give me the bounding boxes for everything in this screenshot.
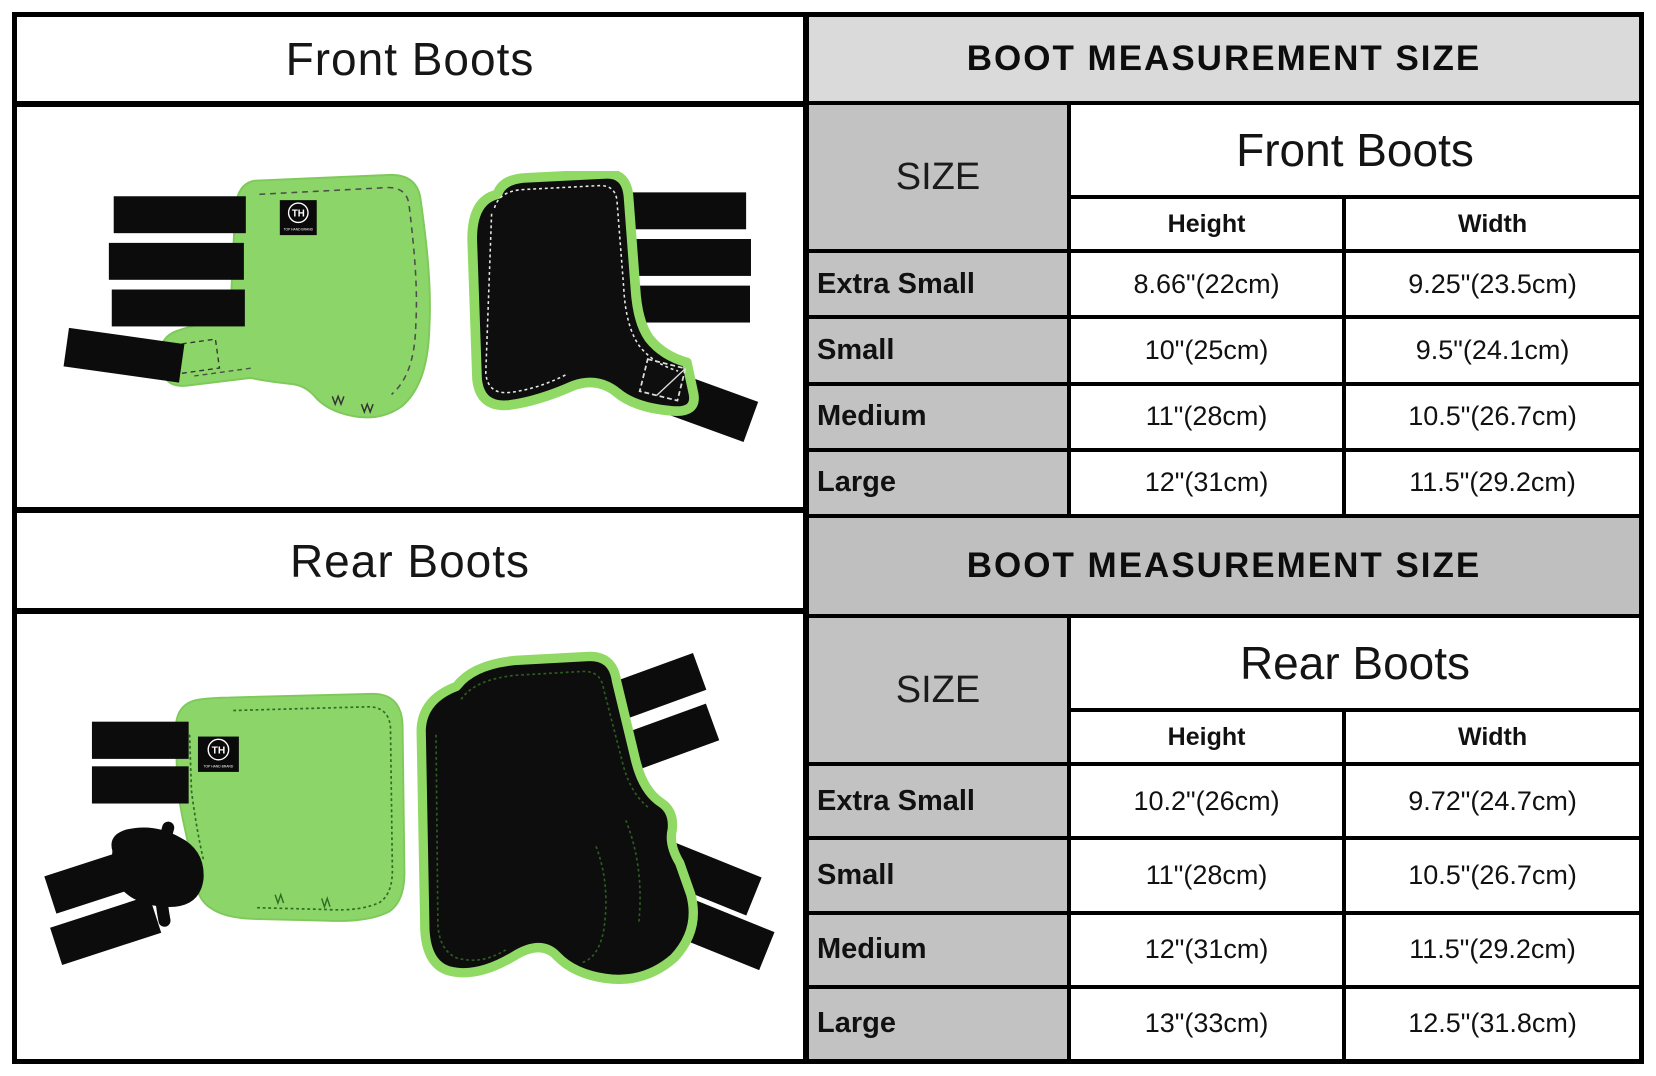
front-boots-size-table: BOOT MEASUREMENT SIZE SIZE Front Boots H… bbox=[809, 17, 1639, 514]
row-label: Large bbox=[809, 988, 1067, 1059]
rear-boots-illustration: TH TOP HAND BRAND bbox=[17, 614, 803, 1059]
row-label: Extra Small bbox=[809, 253, 1067, 316]
logo-circle bbox=[287, 202, 309, 224]
brand-logo: TH TOP HAND BRAND bbox=[197, 736, 239, 772]
rear-boot-inside bbox=[416, 651, 775, 984]
strap bbox=[624, 239, 751, 276]
group-header: Front Boots bbox=[1071, 105, 1639, 195]
strap bbox=[91, 721, 189, 759]
logo-text: TH bbox=[292, 209, 305, 220]
height-value: 11"(28cm) bbox=[1071, 385, 1343, 448]
row-label: Small bbox=[809, 840, 1067, 911]
black-boot-body bbox=[416, 651, 698, 984]
width-value: 10.5"(26.7cm) bbox=[1346, 840, 1639, 911]
width-value: 11.5"(29.2cm) bbox=[1346, 451, 1639, 514]
strap bbox=[111, 289, 245, 327]
width-value: 12.5"(31.8cm) bbox=[1346, 988, 1639, 1059]
logo-circle bbox=[207, 738, 230, 761]
green-boot-body bbox=[174, 692, 406, 922]
table-header: BOOT MEASUREMENT SIZE bbox=[809, 17, 1639, 101]
zigzag-stitch-line bbox=[460, 670, 649, 808]
zigzag-stitch-line bbox=[188, 734, 205, 860]
zigzag-stitch bbox=[360, 402, 374, 414]
logo-square bbox=[197, 736, 239, 772]
patch-diagonal bbox=[656, 368, 686, 396]
rear-boots-pair-image: TH TOP HAND BRAND bbox=[44, 651, 775, 984]
height-value: 11"(28cm) bbox=[1071, 840, 1343, 911]
width-value: 9.5"(24.1cm) bbox=[1346, 319, 1639, 382]
zigzag-stitch-line bbox=[233, 705, 394, 911]
height-value: 10"(25cm) bbox=[1071, 319, 1343, 382]
long-strap bbox=[44, 844, 152, 914]
logo-subtext: TOP HAND BRAND bbox=[204, 764, 234, 768]
zigzag-stitch bbox=[320, 895, 331, 909]
width-value: 11.5"(29.2cm) bbox=[1346, 914, 1639, 985]
front-boot-inside bbox=[467, 171, 759, 443]
rear-boots-size-table: BOOT MEASUREMENT SIZE SIZE Rear Boots He… bbox=[809, 518, 1639, 1059]
strap bbox=[91, 765, 189, 804]
strap bbox=[621, 192, 747, 230]
long-strap bbox=[50, 895, 162, 965]
height-value: 10.2"(26cm) bbox=[1071, 766, 1343, 837]
width-value: 9.25"(23.5cm) bbox=[1346, 253, 1639, 316]
zigzag-stitch-line bbox=[435, 734, 509, 961]
column-header-width: Width bbox=[1346, 199, 1639, 249]
table-header: BOOT MEASUREMENT SIZE bbox=[809, 518, 1639, 614]
stitch-line bbox=[493, 184, 679, 372]
size-column-header: SIZE bbox=[809, 618, 1067, 762]
height-value: 8.66"(22cm) bbox=[1071, 253, 1343, 316]
zigzag-stitch bbox=[331, 394, 345, 407]
row-label: Medium bbox=[809, 385, 1067, 448]
black-boot-body bbox=[467, 171, 699, 416]
stitch-line bbox=[484, 213, 566, 394]
row-label: Small bbox=[809, 319, 1067, 382]
flap-stitch-line bbox=[624, 819, 641, 923]
cuff-edge bbox=[154, 821, 175, 927]
brand-logo: TH TOP HAND BRAND bbox=[279, 200, 317, 236]
front-boots-pair-image: TH TOP HAND BRAND bbox=[63, 171, 759, 443]
front-boot-outside: TH TOP HAND BRAND bbox=[63, 173, 431, 419]
logo-text: TH bbox=[212, 745, 226, 756]
column-header-width: Width bbox=[1346, 712, 1639, 762]
row-label: Extra Small bbox=[809, 766, 1067, 837]
velcro-patch-outline bbox=[638, 358, 687, 402]
row-label: Large bbox=[809, 451, 1067, 514]
rear-boots-title: Rear Boots bbox=[17, 513, 803, 614]
outer-frame: Front Boots bbox=[12, 12, 1644, 1064]
height-value: 12"(31cm) bbox=[1071, 451, 1343, 514]
width-value: 10.5"(26.7cm) bbox=[1346, 385, 1639, 448]
front-boots-illustration: TH TOP HAND BRAND bbox=[17, 107, 803, 513]
height-value: 12"(31cm) bbox=[1071, 914, 1343, 985]
height-value: 13"(33cm) bbox=[1071, 988, 1343, 1059]
rear-boot-outside: TH TOP HAND BRAND bbox=[44, 692, 406, 965]
group-header: Rear Boots bbox=[1071, 618, 1639, 708]
logo-square bbox=[279, 200, 317, 236]
strap bbox=[113, 196, 246, 234]
stitch-line bbox=[194, 367, 251, 377]
column-header-height: Height bbox=[1071, 199, 1343, 249]
tables-column: BOOT MEASUREMENT SIZE SIZE Front Boots H… bbox=[809, 17, 1639, 1059]
zigzag-stitch bbox=[274, 891, 285, 905]
logo-subtext: TOP HAND BRAND bbox=[284, 227, 314, 231]
illustration-column: Front Boots bbox=[17, 17, 809, 1059]
row-label: Medium bbox=[809, 914, 1067, 985]
front-boots-title: Front Boots bbox=[17, 17, 803, 107]
long-strap bbox=[63, 327, 185, 383]
stitch-line bbox=[259, 186, 418, 396]
size-column-header: SIZE bbox=[809, 105, 1067, 249]
width-value: 9.72"(24.7cm) bbox=[1346, 766, 1639, 837]
column-header-height: Height bbox=[1071, 712, 1343, 762]
strap bbox=[108, 242, 244, 280]
